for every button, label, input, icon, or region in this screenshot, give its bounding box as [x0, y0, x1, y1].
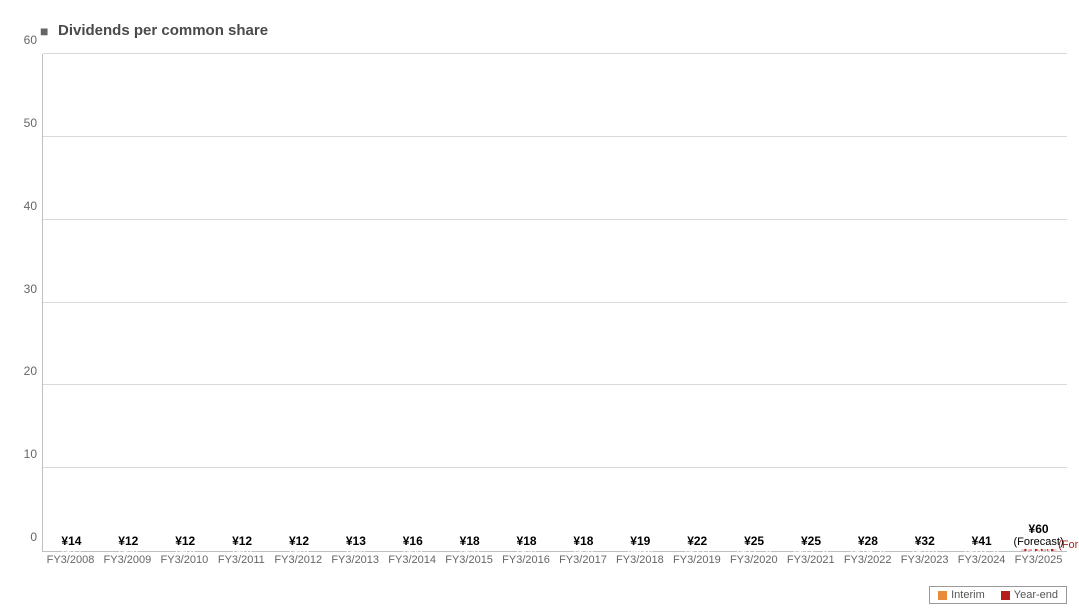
- legend-item-interim: Interim: [938, 589, 985, 601]
- x-axis-label: FY3/2017: [559, 554, 607, 566]
- y-tick-label: 10: [24, 447, 43, 461]
- x-axis-label: FY3/2011: [218, 554, 265, 566]
- x-axis-label: FY3/2022: [844, 554, 892, 566]
- bar-total-label: ¥13: [346, 535, 366, 549]
- bars-layer: (¥7)(¥7)¥14(¥7)(¥5)¥12(¥6)(¥6)¥12(¥6)(¥6…: [43, 54, 1067, 551]
- x-axis-label: FY3/2013: [331, 554, 379, 566]
- x-axis-label: FY3/2016: [502, 554, 550, 566]
- bar-total-label: ¥32: [915, 535, 935, 549]
- x-axis-label: FY3/2019: [673, 554, 721, 566]
- bar-total-label: ¥12: [289, 535, 309, 549]
- forecast-side-label: (Forecast): [1058, 539, 1079, 551]
- plot-area: (¥7)(¥7)¥14(¥7)(¥5)¥12(¥6)(¥6)¥12(¥6)(¥6…: [42, 54, 1067, 552]
- legend-label-interim: Interim: [951, 589, 985, 601]
- bar-total-label: ¥25: [801, 535, 821, 549]
- legend-swatch-interim: [938, 591, 947, 600]
- y-tick-label: 0: [30, 530, 43, 544]
- bar-total-label: ¥28: [858, 535, 878, 549]
- x-axis-label: FY3/2010: [161, 554, 209, 566]
- y-tick-label: 30: [24, 282, 43, 296]
- legend-label-yearend: Year-end: [1014, 589, 1058, 601]
- x-axis-label: FY3/2012: [274, 554, 322, 566]
- y-tick-label: 60: [24, 33, 43, 47]
- bar-total-label: ¥60(Forecast): [1013, 523, 1063, 549]
- x-axis-label: FY3/2018: [616, 554, 664, 566]
- chart-title: ■ Dividends per common share: [40, 22, 268, 39]
- x-axis-label: FY3/2020: [730, 554, 778, 566]
- chart-title-text: Dividends per common share: [58, 22, 268, 39]
- legend: Interim Year-end: [929, 586, 1067, 604]
- bar-total-label: ¥16: [403, 535, 423, 549]
- y-tick-label: 40: [24, 199, 43, 213]
- x-axis-label: FY3/2025: [1015, 554, 1063, 566]
- bar-total-label: ¥12: [118, 535, 138, 549]
- dividends-chart: ■ Dividends per common share (¥7)(¥7)¥14…: [0, 0, 1079, 612]
- x-axis-labels: FY3/2008 FY3/2009 FY3/2010 FY3/2011 FY3/2012…: [42, 554, 1067, 570]
- x-axis-label: FY3/2009: [104, 554, 152, 566]
- bar-total-label: ¥41: [972, 535, 992, 549]
- legend-swatch-yearend: [1001, 591, 1010, 600]
- y-tick-label: 20: [24, 364, 43, 378]
- bar-total-label: ¥18: [573, 535, 593, 549]
- y-tick-label: 50: [24, 116, 43, 130]
- bar-total-label: ¥18: [517, 535, 537, 549]
- x-axis-label: FY3/2014: [388, 554, 436, 566]
- bar-total-label: ¥12: [232, 535, 252, 549]
- x-axis-label: FY3/2008: [47, 554, 95, 566]
- x-axis-label: FY3/2023: [901, 554, 949, 566]
- bar-seg-yearend: (¥35): [1021, 549, 1056, 551]
- bar-total-label: ¥14: [61, 535, 81, 549]
- x-axis-label: FY3/2024: [958, 554, 1006, 566]
- legend-item-yearend: Year-end: [1001, 589, 1058, 601]
- x-axis-label: FY3/2021: [787, 554, 835, 566]
- bar-total-label: ¥18: [460, 535, 480, 549]
- bar-total-label: ¥19: [630, 535, 650, 549]
- bar-total-label: ¥25: [744, 535, 764, 549]
- bar-total-label: ¥22: [687, 535, 707, 549]
- bar-total-label: ¥12: [175, 535, 195, 549]
- x-axis-label: FY3/2015: [445, 554, 493, 566]
